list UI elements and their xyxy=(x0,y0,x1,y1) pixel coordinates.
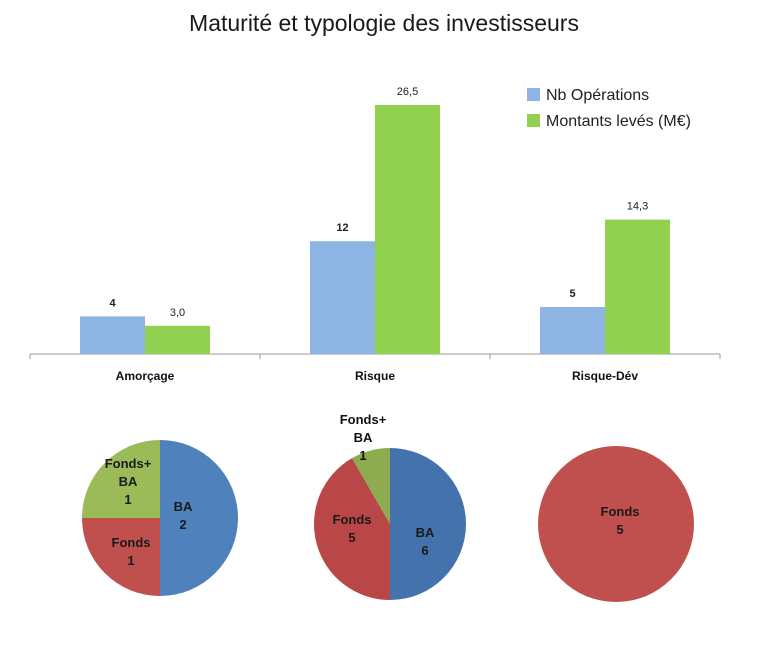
legend-swatch-montants-leves-m xyxy=(527,114,540,127)
data-label: 3,0 xyxy=(170,307,185,319)
category-label: Risque-Dév xyxy=(572,369,638,383)
pie-label-fonds: Fonds 1 xyxy=(112,535,151,568)
pie-amorcage-slice-fonds-ba xyxy=(82,440,160,518)
pie-label-ba: BA 2 xyxy=(174,499,193,532)
category-label: Risque xyxy=(355,369,395,383)
pie-amorcage-slice-ba xyxy=(160,440,238,596)
legend-label: Montants levés (M€) xyxy=(546,113,691,130)
category-label: Amorçage xyxy=(116,369,175,383)
pie-risque-slice-fonds-ba xyxy=(352,448,390,524)
legend-label: Nb Opérations xyxy=(546,87,649,104)
data-label: 14,3 xyxy=(627,201,648,213)
legend-swatch-nb-operations xyxy=(527,88,540,101)
bar-montants-leves-m-risque-dev xyxy=(605,219,670,354)
bar-montants-leves-m-amorcage xyxy=(145,325,210,354)
pie-label-fonds: Fonds 5 xyxy=(601,504,640,537)
pie-label-ba: BA 6 xyxy=(416,525,435,558)
pie-label-fonds-ba: Fonds+ BA 1 xyxy=(105,456,152,507)
chart-title: Maturité et typologie des investisseurs xyxy=(189,10,579,36)
pie-risque-slice-ba xyxy=(390,448,466,600)
data-label: 26,5 xyxy=(397,86,418,98)
pie-label-fonds: Fonds 5 xyxy=(333,512,372,545)
bar-montants-leves-m-risque xyxy=(375,105,440,354)
pie-amorcage-slice-fonds xyxy=(82,518,160,596)
pie-label-fonds-ba: Fonds+ BA 1 xyxy=(340,412,387,463)
bar-nb-operations-amorcage xyxy=(80,316,145,354)
data-label: 5 xyxy=(569,288,575,300)
bar-nb-operations-risque-dev xyxy=(540,307,605,354)
data-label: 4 xyxy=(109,297,116,309)
data-label: 12 xyxy=(336,222,348,234)
pie-risque-slice-fonds xyxy=(314,458,390,600)
bar-nb-operations-risque xyxy=(310,241,375,354)
pie-risque-dev-slice-fonds xyxy=(538,446,694,602)
